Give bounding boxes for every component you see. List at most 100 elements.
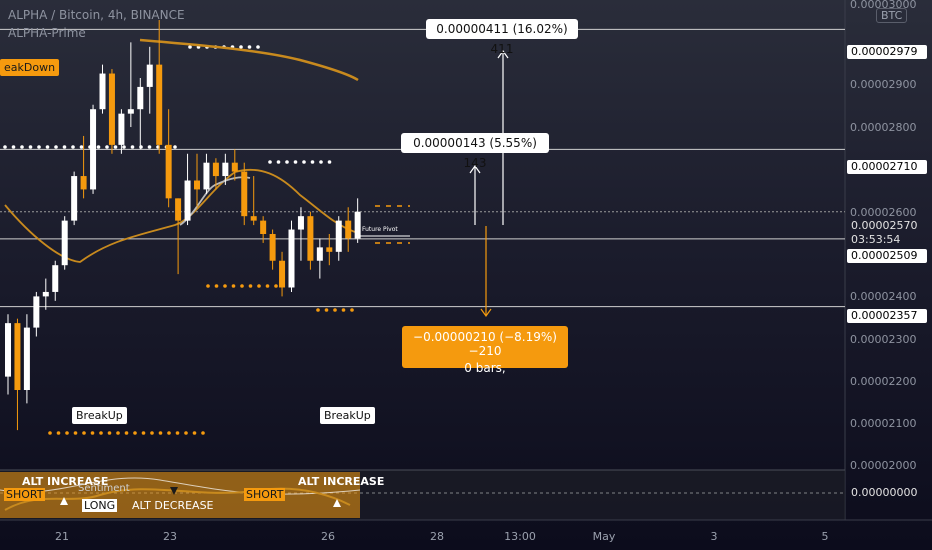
candle-body — [165, 144, 172, 199]
pivot-dot — [107, 431, 112, 435]
breakup-label-2: BreakUp — [320, 407, 375, 424]
price-tag-upper: 0.00002979 — [847, 45, 927, 59]
price-tick: 0.00002100 — [850, 417, 917, 430]
pivot-dot — [214, 284, 219, 288]
candle-body — [80, 176, 87, 190]
price-tick: 0.00002800 — [850, 121, 917, 134]
candle-body — [345, 220, 352, 239]
pivot-dot — [150, 431, 154, 435]
pivot-dot — [73, 431, 78, 435]
candle-body — [184, 180, 191, 221]
measure-up-large: 0.00000411 (16.02%) 411 — [426, 19, 578, 56]
pivot-dot — [96, 145, 101, 149]
short-label-2: SHORT — [244, 488, 286, 501]
candle-body — [71, 176, 78, 221]
candle-body — [5, 323, 11, 377]
time-tick: 3 — [710, 530, 718, 543]
price-tick: 0.00002000 — [850, 459, 917, 472]
pivot-dot — [90, 431, 95, 435]
measure-up-small: 0.00000143 (5.55%) 143 — [401, 133, 549, 170]
pivot-dot — [71, 145, 75, 149]
pivot-dot — [116, 431, 120, 435]
pivot-dot — [188, 45, 192, 49]
pivot-dot — [310, 160, 315, 164]
pivot-dot — [248, 284, 253, 288]
pivot-dot — [274, 284, 278, 288]
pivot-dot — [319, 160, 323, 164]
pivot-dot — [99, 431, 103, 435]
alt-increase-label-2: ALT INCREASE — [298, 475, 385, 488]
pivot-dot — [113, 145, 118, 149]
pivot-dot — [184, 431, 188, 435]
price-tick: 0.00002400 — [850, 290, 917, 303]
candle-body — [288, 229, 295, 288]
pivot-dot — [276, 160, 281, 164]
pivot-dot — [173, 145, 177, 149]
candle-body — [146, 64, 153, 87]
pivot-dot — [175, 431, 180, 435]
price-tag-mid-upper: 0.00002710 — [847, 160, 927, 174]
measure-down: −0.00000210 (−8.19%) −210 0 bars, — [402, 326, 568, 375]
pivot-dot — [231, 284, 236, 288]
candle-body — [326, 247, 333, 252]
pivot-dot — [192, 431, 197, 435]
time-tick: 21 — [55, 530, 69, 543]
pivot-dot — [268, 160, 272, 164]
candle-body — [297, 216, 304, 230]
candle-body — [127, 109, 134, 114]
alt-decrease-label: ALT DECREASE — [132, 499, 214, 512]
candle-body — [33, 296, 40, 328]
pivot-dot — [256, 45, 260, 49]
price-tick: 0.00002600 — [850, 206, 917, 219]
breakdown-label: eakDown — [0, 59, 60, 76]
pivot-dot — [20, 145, 24, 149]
pivot-dot — [147, 145, 152, 149]
price-tick: 0.00002300 — [850, 333, 917, 346]
candle-body — [279, 260, 286, 288]
candle-body — [137, 86, 144, 110]
pivot-dot — [158, 431, 163, 435]
pivot-dot — [293, 160, 298, 164]
price-tick: 0.00003000 — [850, 0, 917, 11]
candle-body — [260, 220, 267, 234]
candle-body — [108, 73, 115, 145]
symbol-title: ALPHA / Bitcoin, 4h, BINANCE — [8, 8, 185, 22]
time-tick: 5 — [821, 530, 829, 543]
pivot-dot — [240, 284, 244, 288]
time-tick: 13:00 — [504, 530, 536, 543]
pivot-dot — [65, 431, 69, 435]
candle-body — [42, 291, 49, 297]
pivot-dot — [124, 431, 129, 435]
candle-body — [307, 216, 314, 261]
price-tag-lower: 0.00002357 — [847, 309, 927, 323]
currency-button[interactable]: BTC — [876, 8, 908, 23]
study-name[interactable]: ALPHA-Prime — [8, 26, 86, 40]
pivot-dot — [3, 145, 7, 149]
sentiment-band — [0, 472, 360, 518]
measure-down-line1: −0.00000210 (−8.19%) −210 — [413, 330, 557, 358]
candle-body — [175, 198, 182, 221]
candle-body — [354, 211, 361, 239]
time-tick: 28 — [430, 530, 444, 543]
long-moving-average — [139, 38, 359, 82]
pivot-dot — [206, 284, 210, 288]
candle-body — [118, 113, 125, 145]
countdown-tag: 03:53:54 — [851, 233, 901, 246]
candle-body — [90, 109, 97, 190]
pivot-dot — [333, 308, 337, 312]
indicator-down-marker — [170, 487, 178, 495]
candle-body — [203, 162, 210, 190]
pivot-dot — [56, 431, 61, 435]
pivot-dot — [223, 284, 227, 288]
candle-body — [23, 327, 30, 390]
candle-body — [99, 73, 106, 110]
future-pivot-label: Future Pivot — [362, 226, 398, 233]
indicator-up-marker — [60, 497, 68, 505]
pivot-dot — [316, 308, 320, 312]
pivot-dot — [48, 431, 52, 435]
candle-body — [14, 323, 21, 390]
pivot-dot — [324, 308, 329, 312]
candle-body — [269, 234, 276, 261]
pivot-dot — [201, 431, 205, 435]
pivot-dot — [130, 145, 135, 149]
